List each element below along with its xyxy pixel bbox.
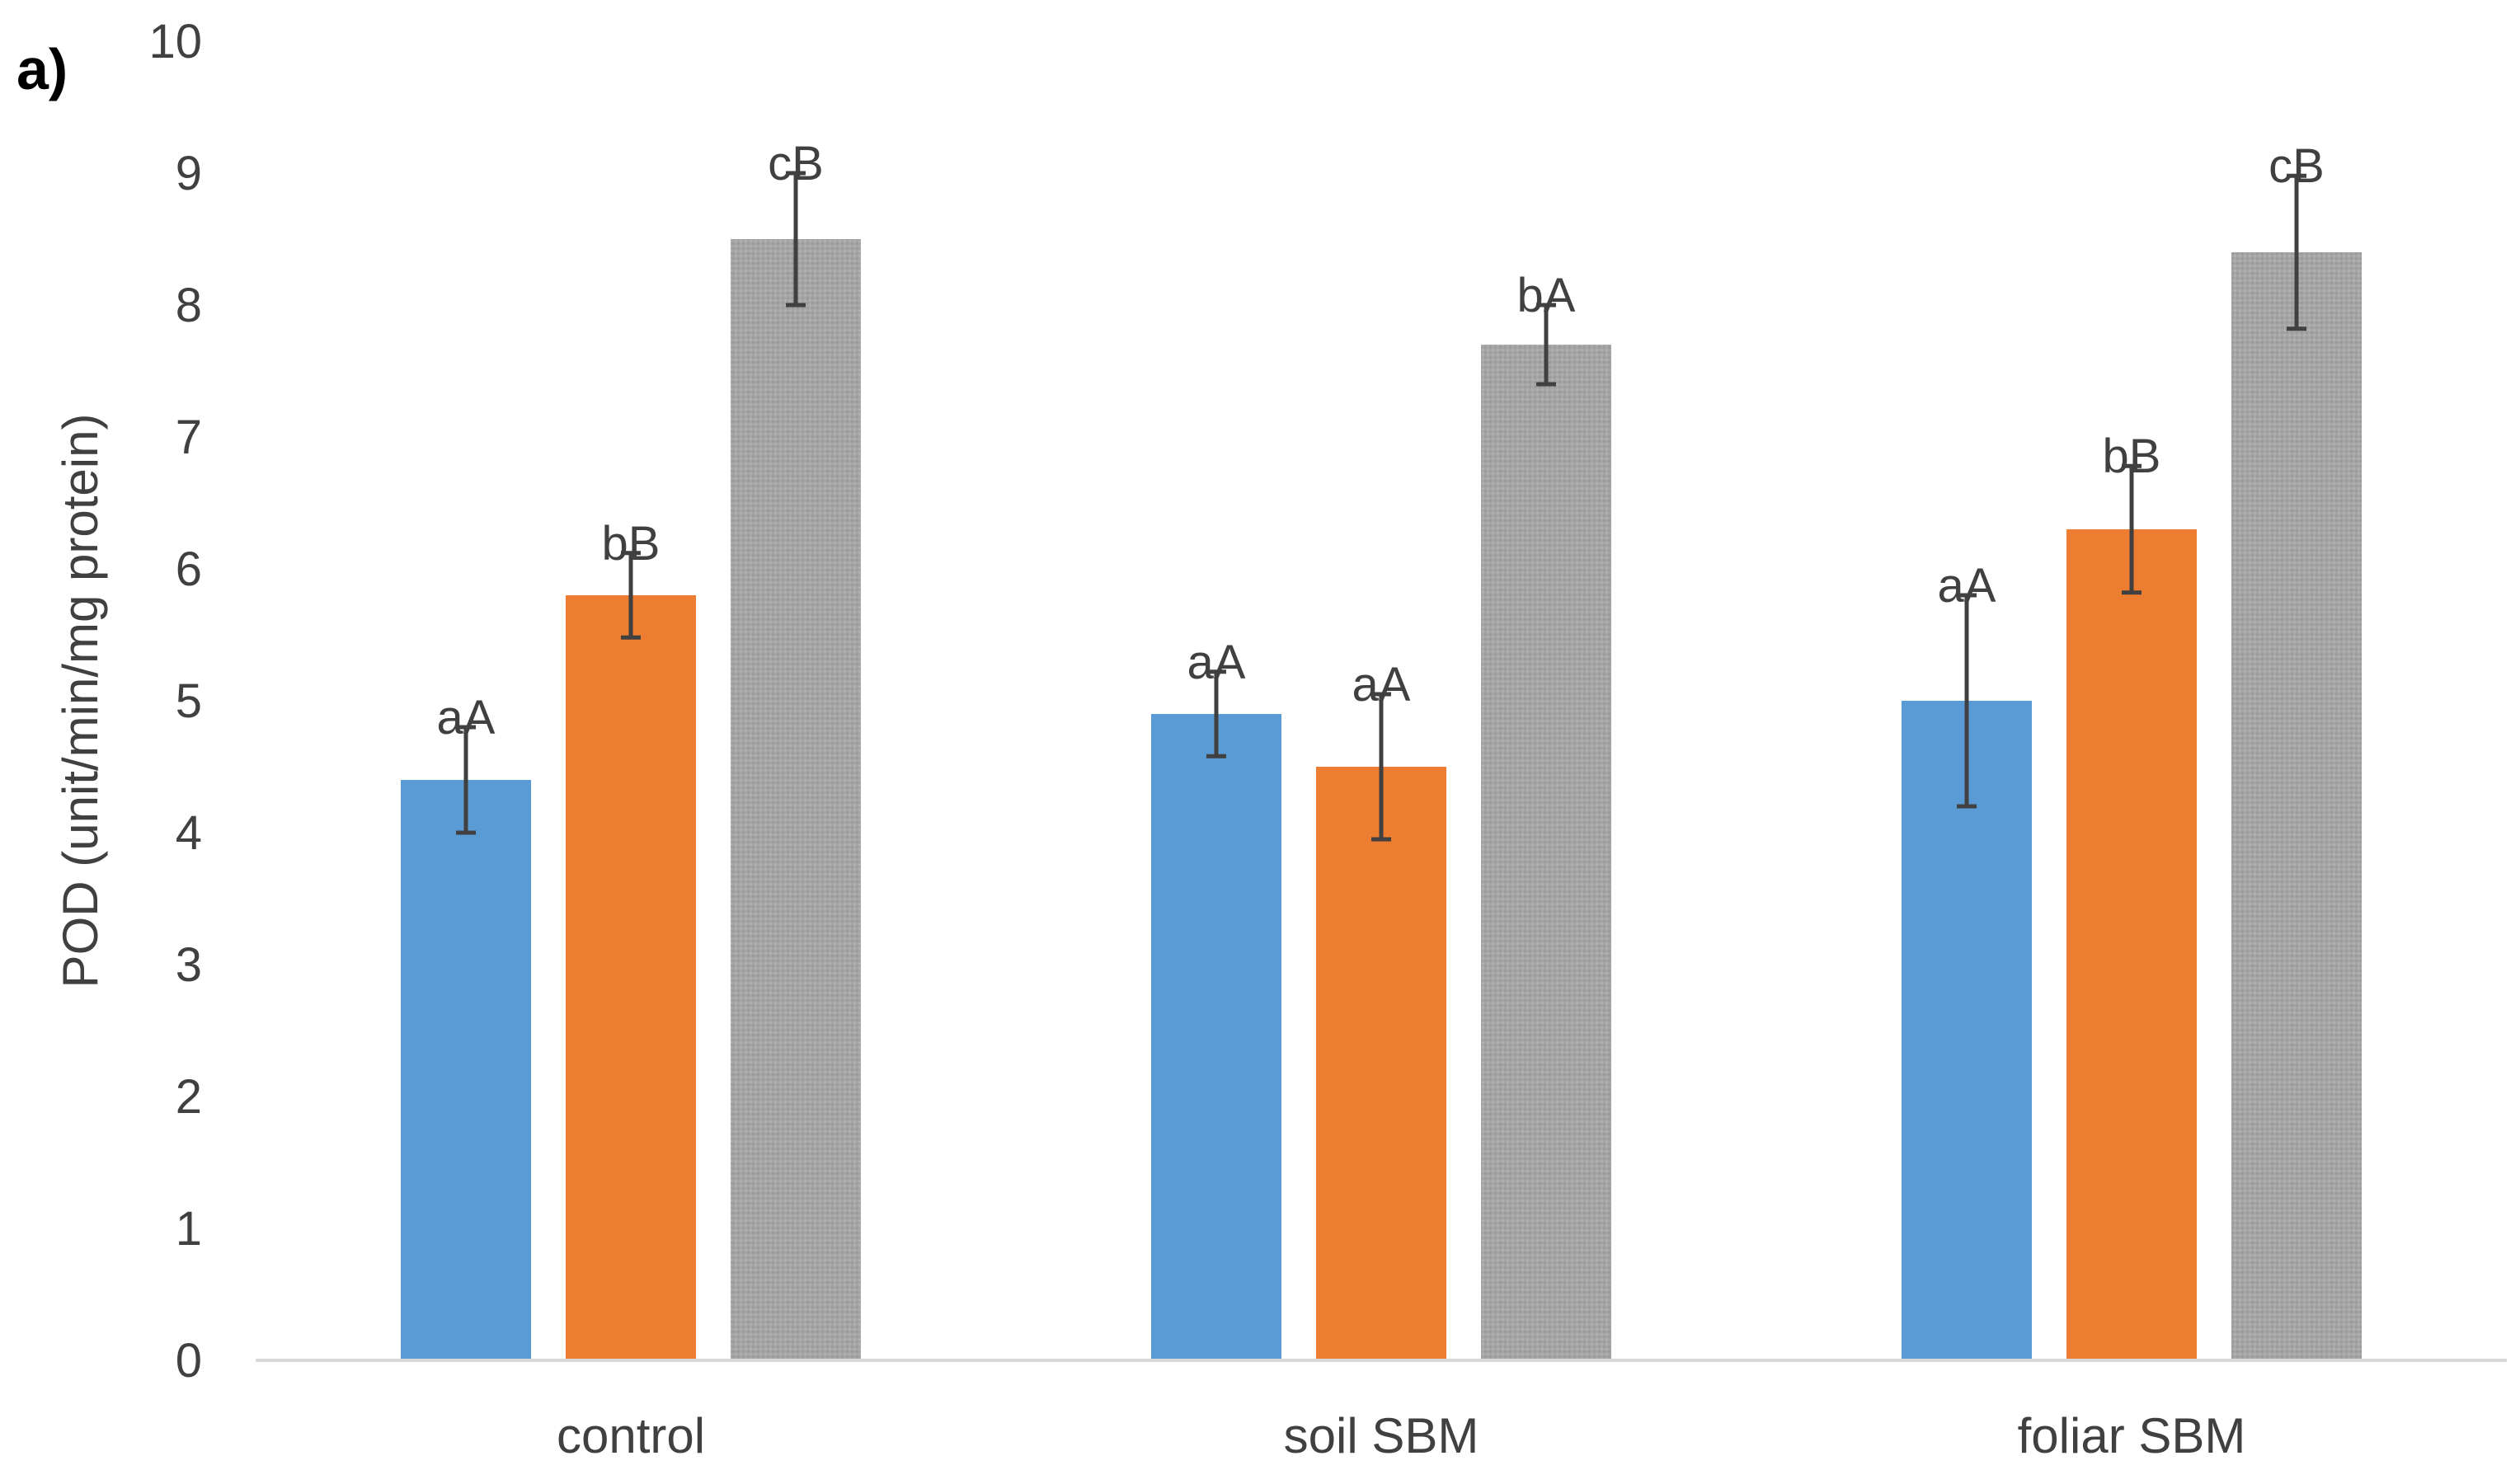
category-label: foliar SBM	[2018, 1408, 2246, 1463]
error-bar	[1206, 669, 1226, 758]
data-label: bB	[2103, 430, 2161, 483]
bar-series-1-0	[401, 780, 531, 1360]
error-bar	[1371, 692, 1391, 842]
data-label: aA	[1187, 636, 1246, 689]
data-labels-group: aA bB cB aA aA bA aA bB cB	[437, 137, 2325, 744]
data-label: cB	[768, 137, 824, 190]
panel-label: a)	[16, 37, 68, 101]
error-bar	[2122, 463, 2142, 595]
data-label: cB	[2268, 139, 2325, 193]
error-bar	[1536, 303, 1556, 387]
error-bars-group	[456, 171, 2306, 842]
category-label: control	[557, 1408, 705, 1463]
bar-series-1-2	[1902, 701, 2032, 1360]
category-labels-group: control soil SBM foliar SBM	[557, 1408, 2245, 1463]
y-tick-label: 3	[176, 938, 202, 992]
bar-series-3-1	[1481, 345, 1611, 1360]
data-label: aA	[437, 691, 496, 744]
bar-series-2-2	[2066, 529, 2197, 1360]
y-tick-label: 2	[176, 1070, 202, 1124]
y-tick-label: 7	[176, 411, 202, 464]
y-axis-ticks: 0 1 2 3 4 5 6 7 8 9 10	[148, 15, 202, 1388]
bar-series-1-1	[1151, 714, 1281, 1360]
y-tick-label: 4	[176, 806, 202, 860]
data-label: aA	[1352, 658, 1411, 711]
error-bar	[786, 171, 806, 308]
bar-series-3-0	[731, 239, 861, 1360]
y-tick-label: 1	[176, 1202, 202, 1256]
data-label: bA	[1517, 269, 1576, 322]
y-tick-label: 10	[148, 15, 202, 68]
error-bar	[2287, 173, 2306, 331]
data-label: aA	[1938, 559, 1996, 613]
bar-series-3-2	[2231, 252, 2362, 1360]
bars-group	[401, 239, 2362, 1360]
y-tick-label: 5	[176, 674, 202, 728]
y-tick-label: 8	[176, 279, 202, 332]
error-bar	[621, 551, 641, 640]
bar-series-2-1	[1316, 767, 1446, 1360]
error-bar	[1957, 593, 1977, 809]
error-bar	[456, 725, 476, 835]
y-tick-label: 6	[176, 542, 202, 596]
bar-series-2-0	[566, 595, 696, 1360]
category-label: soil SBM	[1284, 1408, 1479, 1463]
y-axis-title: POD (unit/min/mg protein)	[53, 414, 108, 989]
y-tick-label: 0	[176, 1334, 202, 1388]
y-tick-label: 9	[176, 147, 202, 200]
data-label: bB	[602, 517, 661, 571]
